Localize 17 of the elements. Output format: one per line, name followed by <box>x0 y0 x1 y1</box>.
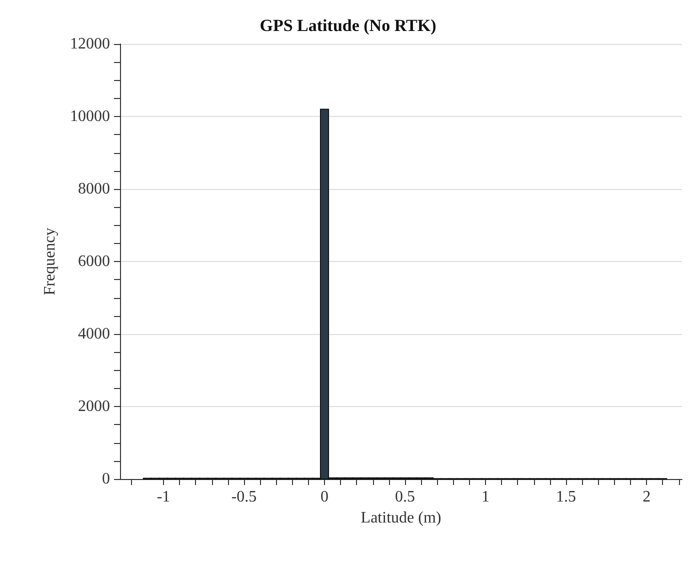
y-tick-label: 8000 <box>78 180 110 198</box>
y-tick-label: 12000 <box>70 36 110 52</box>
y-tick-label: 6000 <box>78 253 110 270</box>
x-tick-label: -1 <box>156 488 170 506</box>
y-tick-label: 0 <box>102 470 110 488</box>
x-tick-label: -0.5 <box>231 488 257 506</box>
y-tick-label: 2000 <box>78 398 110 415</box>
x-tick-label: 2 <box>642 488 651 506</box>
chart-title: GPS Latitude (No RTK) <box>260 16 436 35</box>
x-tick-label: 0 <box>320 488 329 506</box>
x-tick-label: 1.5 <box>556 488 576 506</box>
y-axis-title: Frequency <box>42 228 58 296</box>
x-tick-label: 1 <box>482 488 490 506</box>
x-tick-label: 0.5 <box>395 488 416 506</box>
x-axis-title: Latitude (m) <box>360 509 442 526</box>
y-tick-label: 4000 <box>78 326 110 342</box>
y-tick-label: 10000 <box>70 108 110 125</box>
